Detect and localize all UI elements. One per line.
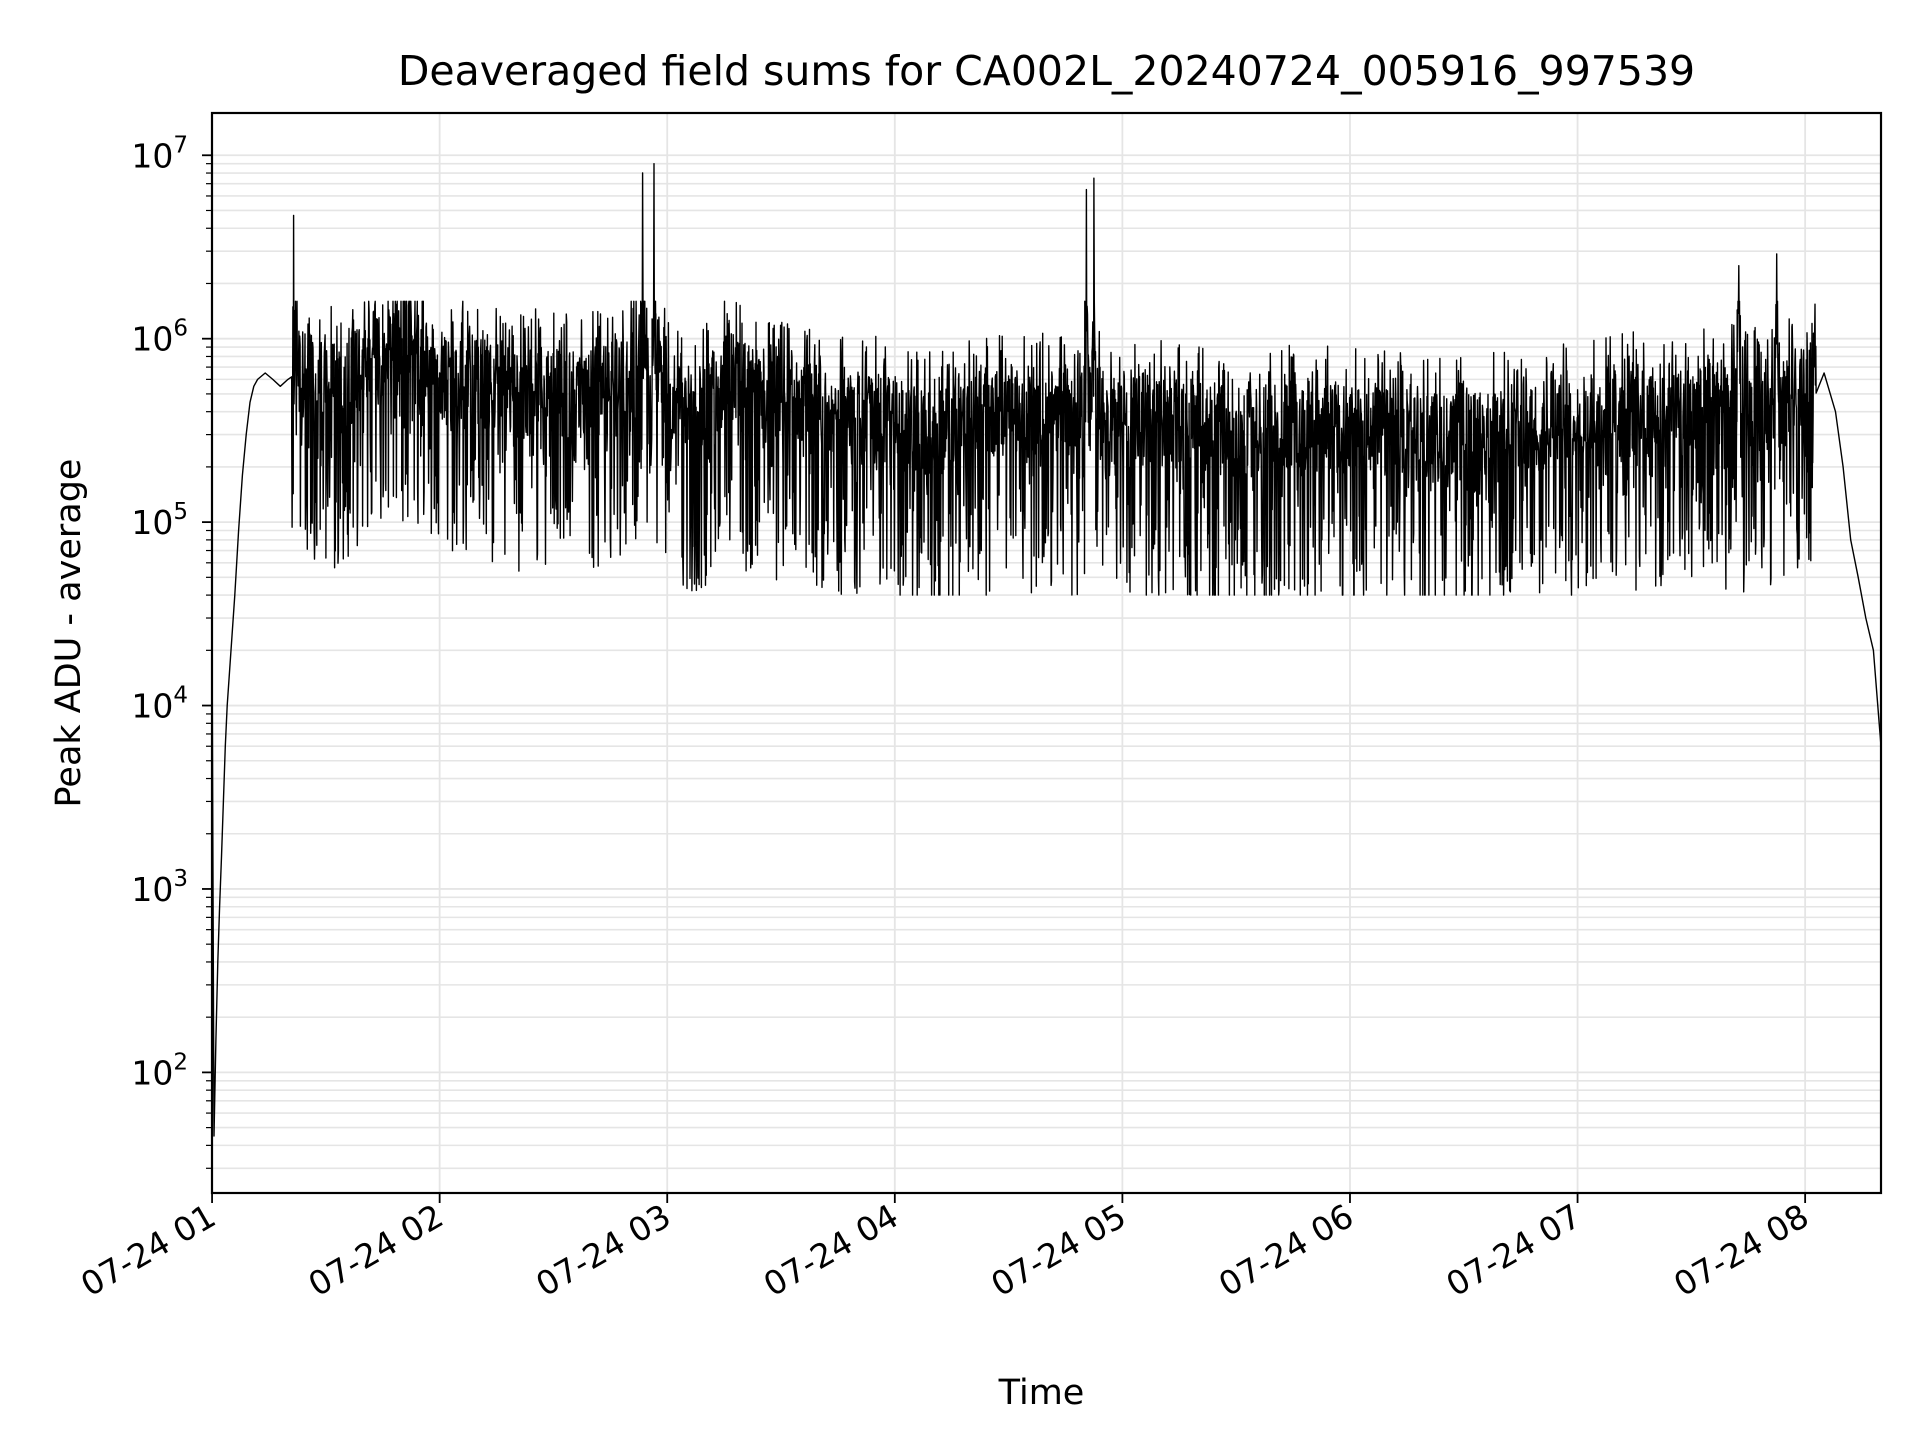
x-tick-label: 07-24 08	[1667, 1196, 1815, 1304]
x-tick-label: 07-24 03	[529, 1196, 677, 1304]
y-tick-label: 103	[131, 866, 188, 909]
axes-frame	[210, 111, 1883, 1195]
chart-title: Deaveraged field sums for CA002L_2024072…	[398, 47, 1695, 95]
plot-area	[211, 163, 1882, 1137]
y-tick-label: 105	[131, 499, 188, 542]
x-axis-label: Time	[998, 1373, 1085, 1413]
y-axis-label: Peak ADU - average	[49, 459, 89, 808]
x-tick-label: 07-24 04	[757, 1196, 905, 1304]
x-tick-label: 07-24 01	[74, 1196, 222, 1304]
y-tick-label: 106	[131, 316, 188, 359]
x-tick-label: 07-24 06	[1212, 1196, 1360, 1304]
x-tick-label: 07-24 07	[1440, 1196, 1588, 1304]
series-line	[211, 163, 1882, 1137]
x-tick-label: 07-24 02	[302, 1196, 450, 1304]
y-tick-label: 107	[131, 132, 188, 175]
x-tick-label: 07-24 05	[984, 1196, 1132, 1304]
y-tick-label: 104	[131, 683, 188, 726]
y-tick-label: 102	[131, 1049, 188, 1092]
grid-lines	[211, 113, 1881, 1193]
